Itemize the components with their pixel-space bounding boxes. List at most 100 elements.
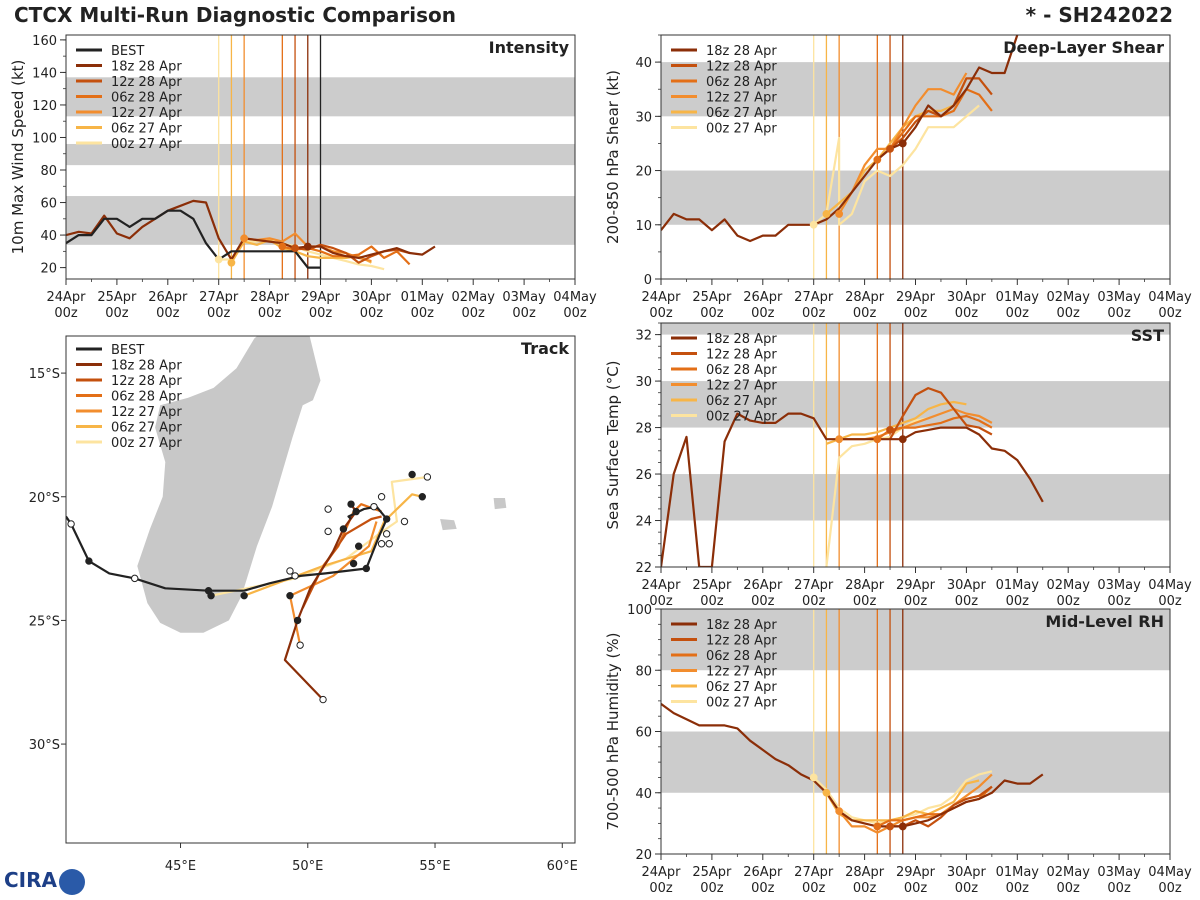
mid-level-rh-x-tick-hour-label: 00z xyxy=(751,881,775,896)
intensity-y-tick-label: 80 xyxy=(40,164,57,179)
intensity-analysis-marker-1 xyxy=(291,244,299,252)
mid-level-rh-panel-title: Mid-Level RH xyxy=(1045,612,1164,631)
deep-layer-shear-series-18z-28-apr xyxy=(661,35,1019,243)
sst-x-tick-label: 24Apr xyxy=(641,578,681,593)
mid-level-rh-x-tick-hour-label: 00z xyxy=(1006,881,1030,896)
sst-series-06z-27-apr xyxy=(826,400,967,445)
sst-y-tick-label: 24 xyxy=(635,515,652,530)
deep-layer-shear-legend-label: 12z 28 Apr xyxy=(706,60,777,75)
track-position-dot xyxy=(385,540,393,548)
deep-layer-shear-y-tick-label: 30 xyxy=(635,110,652,125)
mid-level-rh-x-tick-hour-label: 00z xyxy=(649,881,673,896)
sst-x-tick-label: 25Apr xyxy=(692,578,732,593)
sst-plot-content xyxy=(661,323,1170,567)
track-legend-label: 06z 27 Apr xyxy=(111,421,182,436)
deep-layer-shear-legend-label: 06z 27 Apr xyxy=(706,106,777,121)
mid-level-rh-y-tick-label: 80 xyxy=(635,664,652,679)
mid-level-rh-x-tick-label: 26Apr xyxy=(743,865,783,880)
sst-x-tick-label: 02May xyxy=(1046,578,1090,593)
track-panel: 45°E 50°E 55°E 60°E 15°S 20°S 25°S 30°S Track BES… xyxy=(29,335,578,874)
sst-series-18z-28-apr xyxy=(661,412,1044,567)
intensity-x-tick-label: 28Apr xyxy=(250,290,290,305)
deep-layer-shear-x-tick-label: 02May xyxy=(1046,290,1090,305)
intensity-x-tick-label: 02May xyxy=(451,290,495,305)
deep-layer-shear-series-06z-28-apr xyxy=(876,88,993,161)
intensity-x-tick-label: 27Apr xyxy=(199,290,239,305)
deep-layer-shear-y-axis-label: 200-850 hPa Shear (kt) xyxy=(604,70,622,244)
mid-level-rh-panel: 2040608010024Apr00z25Apr00z26Apr00z27Apr… xyxy=(604,603,1192,896)
track-lon-label: 60°E xyxy=(547,859,578,874)
track-position-dot xyxy=(339,525,348,533)
intensity-analysis-marker-5 xyxy=(214,255,223,264)
intensity-y-tick-label: 160 xyxy=(32,34,57,49)
track-panel-title: Track xyxy=(521,339,569,358)
mid-level-rh-band-1 xyxy=(661,609,1170,671)
track-position-dot xyxy=(324,527,332,536)
mid-level-rh-x-tick-label: 30Apr xyxy=(947,865,987,880)
mid-level-rh-series-18z-28-apr xyxy=(661,703,1044,828)
deep-layer-shear-x-tick-label: 01May xyxy=(996,290,1040,305)
best-track-position-dot xyxy=(291,572,299,580)
intensity-x-tick-hour-label: 00z xyxy=(105,306,129,321)
sst-x-tick-hour-label: 00z xyxy=(802,594,826,609)
deep-layer-shear-y-tick-label: 0 xyxy=(644,273,652,288)
mid-level-rh-x-tick-label: 25Apr xyxy=(692,865,732,880)
sst-x-tick-label: 26Apr xyxy=(743,578,783,593)
cira-logo: CIRA xyxy=(4,868,85,895)
mid-level-rh-x-tick-label: 03May xyxy=(1097,865,1141,880)
deep-layer-shear-x-tick-hour-label: 00z xyxy=(1107,306,1131,321)
intensity-x-tick-hour-label: 00z xyxy=(411,306,435,321)
best-track-position-dot xyxy=(362,564,371,573)
best-track-position-dot xyxy=(204,587,213,595)
intensity-legend-label: 06z 27 Apr xyxy=(111,122,182,137)
deep-layer-shear-y-tick-label: 40 xyxy=(635,56,652,71)
intensity-y-tick-label: 40 xyxy=(40,229,57,244)
deep-layer-shear-x-tick-label: 29Apr xyxy=(896,290,936,305)
intensity-legend-label: 18z 28 Apr xyxy=(111,60,182,75)
deep-layer-shear-analysis-marker-0 xyxy=(898,139,907,148)
deep-layer-shear-x-tick-hour-label: 00z xyxy=(802,306,826,321)
intensity-panel: 2040608010012014016024Apr00z25Apr00z26Ap… xyxy=(9,34,597,321)
sst-legend-label: 06z 28 Apr xyxy=(706,363,777,378)
deep-layer-shear-panel-title: Deep-Layer Shear xyxy=(1003,38,1164,57)
sst-x-tick-hour-label: 00z xyxy=(700,594,724,609)
deep-layer-shear-plot-content xyxy=(661,35,1170,279)
intensity-x-tick-label: 01May xyxy=(401,290,445,305)
intensity-x-tick-label: 04May xyxy=(553,290,597,305)
mid-level-rh-legend-label: 12z 27 Apr xyxy=(706,665,777,680)
intensity-analysis-marker-0 xyxy=(303,242,312,251)
sst-legend-label: 12z 28 Apr xyxy=(706,348,777,363)
mid-level-rh-x-tick-label: 28Apr xyxy=(845,865,885,880)
intensity-y-tick-label: 140 xyxy=(32,66,57,81)
intensity-x-tick-hour-label: 00z xyxy=(54,306,78,321)
mid-level-rh-x-tick-hour-label: 00z xyxy=(700,881,724,896)
mid-level-rh-x-tick-hour-label: 00z xyxy=(904,881,928,896)
track-series-12z-27-apr xyxy=(288,521,378,646)
intensity-x-tick-hour-label: 00z xyxy=(309,306,333,321)
sst-x-tick-label: 03May xyxy=(1097,578,1141,593)
track-lat-label: 30°S xyxy=(29,738,60,753)
deep-layer-shear-x-tick-label: 26Apr xyxy=(743,290,783,305)
mid-level-rh-x-tick-label: 27Apr xyxy=(794,865,834,880)
mid-level-rh-analysis-marker-0 xyxy=(898,822,907,831)
sst-x-tick-label: 28Apr xyxy=(845,578,885,593)
mid-level-rh-legend-label: 00z 27 Apr xyxy=(706,696,777,711)
intensity-x-tick-hour-label: 00z xyxy=(512,306,536,321)
madagascar-land xyxy=(137,336,321,633)
intensity-legend-label: 06z 28 Apr xyxy=(111,91,182,106)
deep-layer-shear-x-tick-label: 28Apr xyxy=(845,290,885,305)
mid-level-rh-x-tick-hour-label: 00z xyxy=(1057,881,1081,896)
mid-level-rh-band-0 xyxy=(661,731,1170,793)
deep-layer-shear-x-tick-hour-label: 00z xyxy=(955,306,979,321)
sst-x-tick-hour-label: 00z xyxy=(853,594,877,609)
deep-layer-shear-x-tick-label: 30Apr xyxy=(947,290,987,305)
best-track-position-dot xyxy=(382,515,391,523)
track-series-06z-27-apr xyxy=(243,493,423,597)
sst-x-tick-hour-label: 00z xyxy=(751,594,775,609)
mid-level-rh-legend-label: 12z 28 Apr xyxy=(706,634,777,649)
intensity-x-tick-hour-label: 00z xyxy=(258,306,282,321)
mid-level-rh-legend-label: 18z 28 Apr xyxy=(706,618,777,633)
